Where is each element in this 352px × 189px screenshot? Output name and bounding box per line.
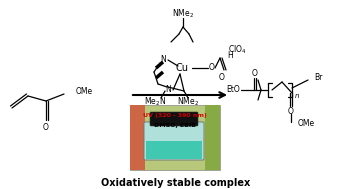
- Bar: [146, 141, 202, 159]
- Text: ClO$_4$: ClO$_4$: [228, 44, 246, 56]
- Text: OMe: OMe: [298, 119, 315, 129]
- Text: Br: Br: [314, 73, 322, 81]
- Text: DMSO, EBiB: DMSO, EBiB: [154, 122, 196, 128]
- Text: O: O: [252, 70, 258, 78]
- Text: N: N: [160, 56, 166, 64]
- Text: O: O: [219, 74, 225, 83]
- Text: UV (320 - 390 nm): UV (320 - 390 nm): [143, 112, 207, 118]
- Bar: [130, 105, 145, 170]
- Text: Me$_2$N: Me$_2$N: [144, 96, 166, 108]
- Text: OMe: OMe: [76, 87, 93, 95]
- Text: N: N: [165, 85, 171, 94]
- Text: n: n: [295, 93, 299, 99]
- Text: Oxidatively stable complex: Oxidatively stable complex: [101, 178, 251, 188]
- FancyBboxPatch shape: [150, 112, 198, 126]
- FancyBboxPatch shape: [144, 122, 204, 160]
- Text: EtO: EtO: [226, 85, 240, 94]
- Text: NMe$_2$: NMe$_2$: [177, 96, 199, 108]
- Text: H: H: [227, 51, 233, 60]
- Text: Cu: Cu: [176, 63, 189, 73]
- Bar: [205, 105, 220, 170]
- Text: NMe$_2$: NMe$_2$: [172, 8, 194, 20]
- Bar: [130, 105, 220, 170]
- Text: O: O: [43, 123, 49, 132]
- Text: O: O: [288, 108, 294, 116]
- Text: O: O: [209, 64, 215, 73]
